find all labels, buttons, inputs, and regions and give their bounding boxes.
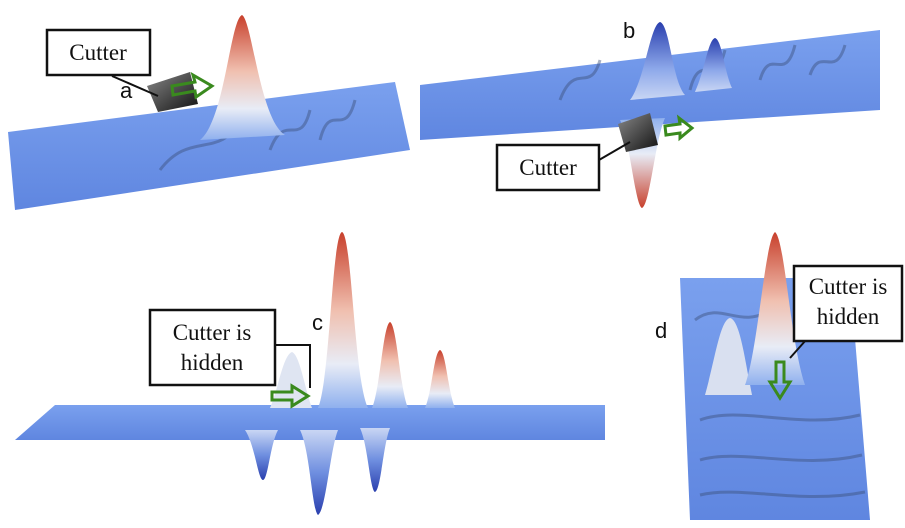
panel-d: Cutter is hidden d bbox=[655, 232, 902, 520]
panel-label: d bbox=[655, 318, 667, 343]
callout: hidden bbox=[817, 304, 880, 329]
figure: Cutter a Cutter b Cutter is hidden c bbox=[0, 0, 905, 528]
callout: Cutter is bbox=[173, 320, 252, 345]
trough bbox=[300, 430, 338, 515]
panel-c: Cutter is hidden c bbox=[15, 232, 605, 515]
peak bbox=[200, 15, 285, 140]
panel-b: Cutter b bbox=[420, 18, 880, 208]
panel-label: b bbox=[623, 18, 635, 43]
peak bbox=[372, 322, 408, 408]
panel-label: a bbox=[120, 78, 133, 103]
surface bbox=[8, 82, 410, 210]
leader bbox=[599, 142, 630, 160]
callout: Cutter bbox=[519, 155, 577, 180]
trough bbox=[360, 428, 390, 492]
callout: hidden bbox=[181, 350, 244, 375]
callout: Cutter is bbox=[809, 274, 888, 299]
callout: Cutter bbox=[69, 40, 127, 65]
peak bbox=[425, 350, 455, 408]
panel-label: c bbox=[312, 310, 323, 335]
peak bbox=[318, 232, 368, 408]
panel-a: Cutter a bbox=[8, 15, 410, 210]
trough bbox=[245, 430, 278, 480]
